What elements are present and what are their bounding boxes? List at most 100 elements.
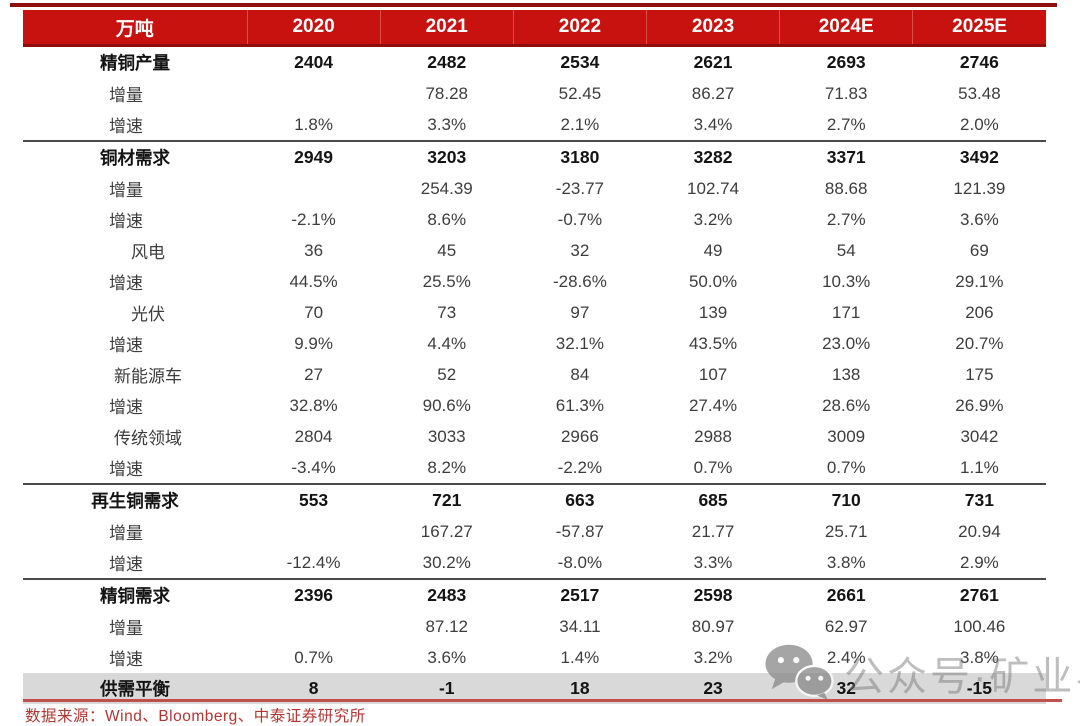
cell-value: 18 bbox=[513, 673, 647, 704]
cell-value: 102.74 bbox=[687, 178, 740, 198]
table-row: 增速 -3.4% 8.2% -2.2% 0.7% 0.7% 1.1% bbox=[23, 452, 1046, 485]
row-label: 增量 bbox=[109, 619, 143, 638]
cell-value: 21.77 bbox=[691, 521, 735, 541]
table-row: 增速 -2.1% 8.6% -0.7% 3.2% 2.7% 3.6% bbox=[23, 204, 1046, 235]
table-row: 增速 44.5% 25.5% -28.6% 50.0% 10.3% 29.1% bbox=[23, 266, 1046, 297]
cell-value: 45 bbox=[437, 240, 457, 260]
cell-value: 167.27 bbox=[420, 521, 473, 541]
row-label: 供需平衡 bbox=[23, 673, 247, 704]
cell-value: 20.7% bbox=[955, 333, 1004, 353]
cell-value: 32.1% bbox=[555, 333, 604, 353]
cell-value: 26.9% bbox=[955, 395, 1004, 415]
cell-value: 3492 bbox=[959, 147, 999, 167]
year-header-2021: 2021 bbox=[379, 10, 514, 47]
cell-value: 3009 bbox=[827, 426, 866, 446]
cell-value: 2517 bbox=[560, 585, 600, 605]
cell-value: 685 bbox=[698, 490, 728, 510]
table-row: 增速 1.8% 3.3% 2.1% 3.4% 2.7% 2.0% bbox=[23, 109, 1046, 142]
table-row: 精铜产量 2404 2482 2534 2621 2693 2746 bbox=[23, 46, 1046, 79]
cell-value: -57.87 bbox=[555, 521, 604, 541]
cell-value: -2.2% bbox=[513, 452, 647, 485]
cell-value: 3033 bbox=[427, 426, 466, 446]
cell-value: 54 bbox=[836, 240, 856, 260]
cell-value: 2.7% bbox=[826, 209, 866, 229]
header-row: 万吨 2020 2021 2022 2023 2024E 2025E bbox=[23, 10, 1046, 47]
cell-value: 32.8% bbox=[289, 395, 338, 415]
cell-value: 100.46 bbox=[953, 616, 1006, 636]
cell-value: 3.4% bbox=[646, 109, 780, 142]
table-row: 光伏 70 73 97 139 171 206 bbox=[23, 297, 1046, 328]
cell-value: 2988 bbox=[694, 426, 732, 446]
cell-value: -15 bbox=[912, 673, 1046, 704]
cell-value: 34.11 bbox=[559, 616, 601, 636]
cell-value: 3.3% bbox=[380, 109, 514, 142]
cell-value: 2.4% bbox=[826, 647, 866, 667]
cell-value: 2483 bbox=[427, 585, 467, 605]
cell-value: 2746 bbox=[959, 52, 999, 72]
cell-value: 43.5% bbox=[688, 333, 738, 353]
cell-value: 8.6% bbox=[427, 209, 467, 229]
cell-value: 4.4% bbox=[427, 333, 467, 353]
year-header-2022: 2022 bbox=[512, 10, 647, 47]
table-row: 供需平衡 8 -1 18 23 32 -15 bbox=[23, 673, 1046, 704]
cell-value bbox=[247, 611, 380, 642]
cell-value: 61.3% bbox=[555, 395, 604, 415]
row-label: 增量 bbox=[109, 86, 143, 105]
cell-value: 53.48 bbox=[958, 83, 1001, 103]
row-label: 铜材需求 bbox=[100, 148, 170, 168]
table-row: 增速 32.8% 90.6% 61.3% 27.4% 28.6% 26.9% bbox=[23, 390, 1046, 421]
cell-value: 2534 bbox=[560, 52, 600, 72]
cell-value: -8.0% bbox=[513, 547, 647, 580]
cell-value: 23 bbox=[646, 673, 780, 704]
row-label: 增速 bbox=[109, 650, 143, 669]
table-row: 增速 9.9% 4.4% 32.1% 43.5% 23.0% 20.7% bbox=[23, 328, 1046, 359]
cell-value: 9.9% bbox=[294, 333, 333, 353]
row-label: 传统领域 bbox=[114, 429, 182, 448]
cell-value: -1 bbox=[380, 673, 514, 704]
cell-value: 0.7% bbox=[646, 452, 780, 485]
row-label: 增速 bbox=[109, 336, 143, 355]
cell-value: 2621 bbox=[693, 52, 733, 72]
cell-value: 138 bbox=[832, 364, 861, 384]
cell-value: 1.8% bbox=[247, 109, 381, 142]
cell-value: 2482 bbox=[427, 52, 467, 72]
cell-value: 3371 bbox=[826, 147, 866, 167]
cell-value: -2.1% bbox=[291, 209, 336, 229]
table-row: 增速 0.7% 3.6% 1.4% 3.2% 2.4% 3.8% bbox=[23, 642, 1046, 673]
bottom-accent-line bbox=[23, 699, 1062, 702]
cell-value: 710 bbox=[831, 490, 861, 510]
cell-value: 8.2% bbox=[380, 452, 514, 485]
cell-value: -3.4% bbox=[247, 452, 381, 485]
cell-value: 171 bbox=[832, 302, 861, 322]
cell-value: 10.3% bbox=[822, 271, 871, 291]
year-header-2023: 2023 bbox=[645, 10, 780, 47]
cell-value: 2949 bbox=[294, 147, 334, 167]
row-label: 再生铜需求 bbox=[91, 491, 179, 511]
cell-value: -12.4% bbox=[247, 547, 381, 580]
row-label: 增速 bbox=[109, 212, 143, 231]
cell-value: -0.7% bbox=[557, 209, 603, 229]
cell-value: 20.94 bbox=[958, 521, 1001, 541]
cell-value: 25.71 bbox=[824, 521, 868, 541]
cell-value: 90.6% bbox=[422, 395, 471, 415]
cell-value: 721 bbox=[432, 490, 462, 510]
cell-value: 3042 bbox=[960, 426, 999, 446]
table-row: 增速 -12.4% 30.2% -8.0% 3.3% 3.8% 2.9% bbox=[23, 547, 1046, 580]
table-row: 传统领域 2804 3033 2966 2988 3009 3042 bbox=[23, 421, 1046, 452]
cell-value: 2.1% bbox=[513, 109, 647, 142]
cell-value bbox=[247, 516, 380, 547]
cell-value: 0.7% bbox=[294, 647, 333, 667]
cell-value: 139 bbox=[698, 302, 728, 322]
cell-value: 731 bbox=[964, 490, 994, 510]
cell-value bbox=[247, 78, 380, 109]
cell-value: 27 bbox=[304, 364, 324, 384]
cell-value: 107 bbox=[698, 364, 728, 384]
table-row: 增量 254.39 -23.77 102.74 88.68 121.39 bbox=[23, 173, 1046, 204]
table-row: 增量 87.12 34.11 80.97 62.97 100.46 bbox=[23, 611, 1046, 642]
cell-value: 3.6% bbox=[960, 209, 999, 229]
cell-value: 2761 bbox=[959, 585, 999, 605]
cell-value: 8 bbox=[247, 673, 381, 704]
cell-value: 2.9% bbox=[912, 547, 1046, 580]
cell-value: 71.83 bbox=[824, 83, 868, 103]
cell-value: 3.8% bbox=[960, 647, 999, 667]
